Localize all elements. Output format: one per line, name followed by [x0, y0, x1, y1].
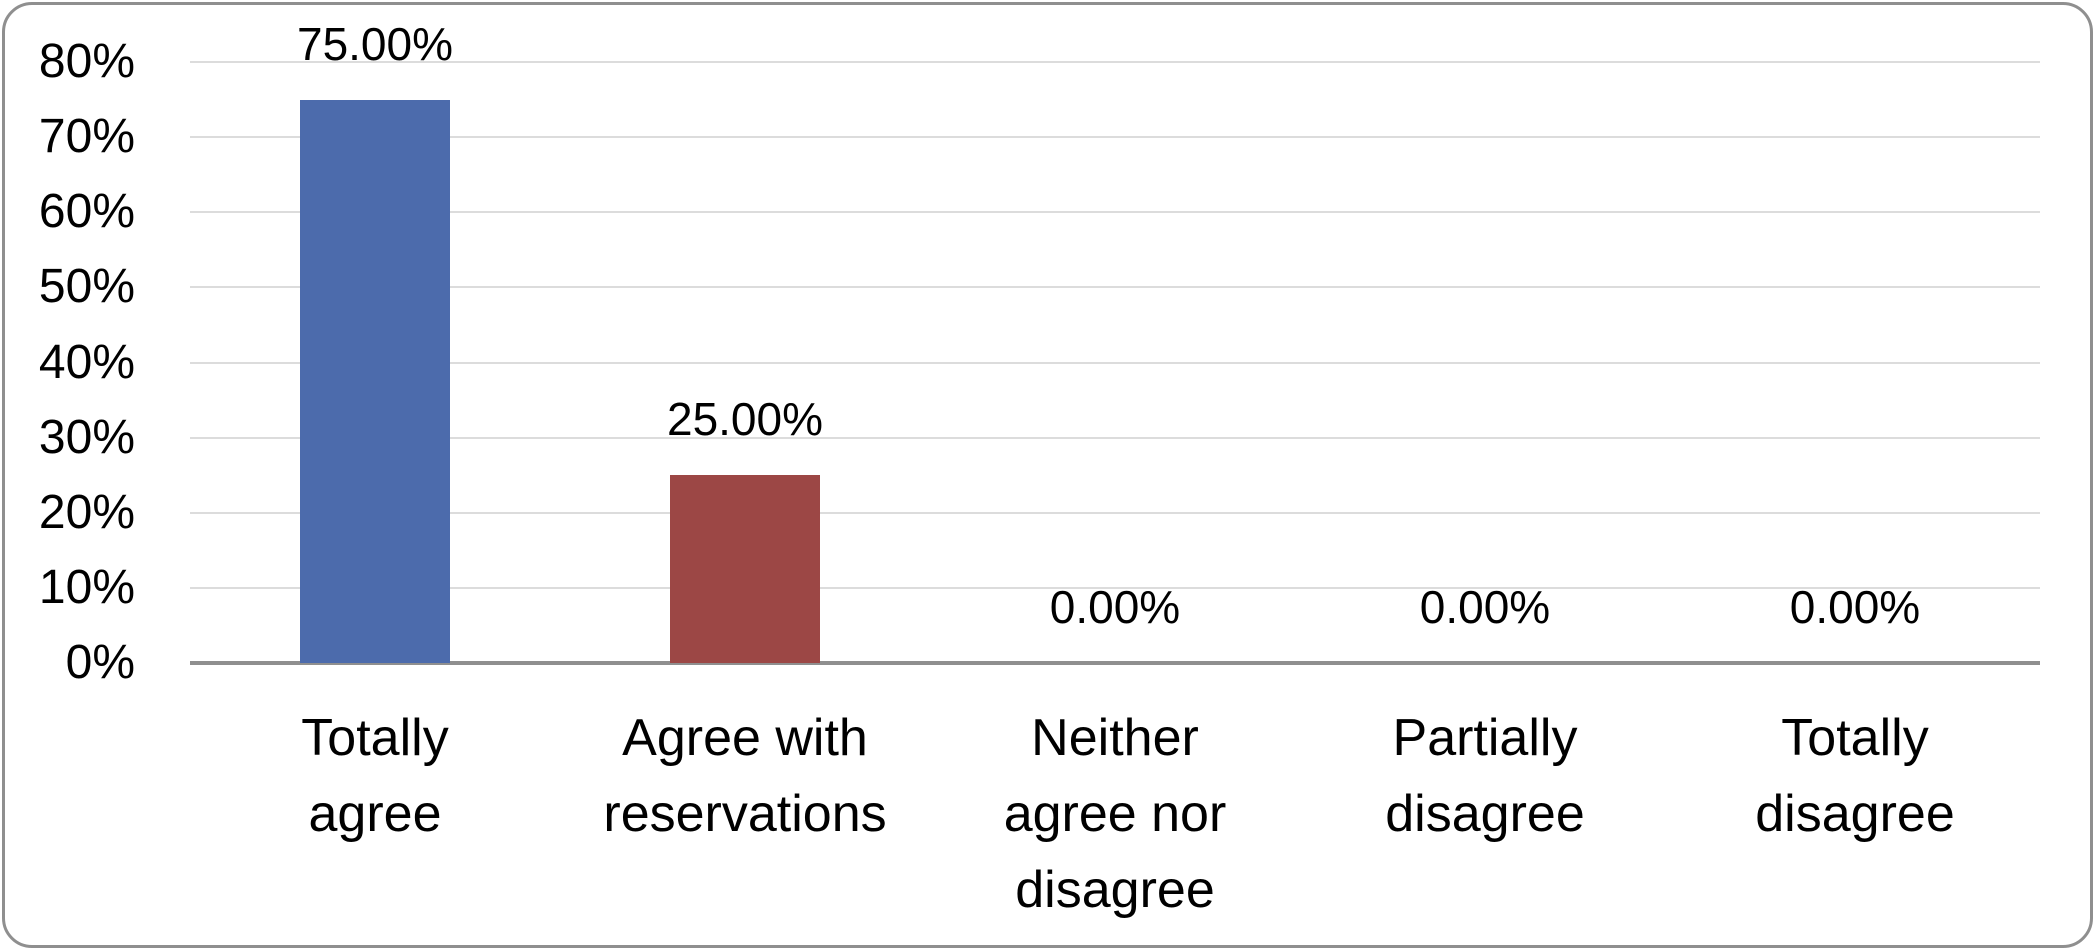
gridline-10: [190, 586, 2040, 589]
y-axis-tick-label-80: 80%: [38, 35, 135, 88]
x-axis-label-line: agree nor: [1003, 785, 1227, 843]
x-axis-label-line: Partially: [1392, 709, 1578, 767]
x-axis-label-totally-disagree: Totally disagree: [1675, 700, 2035, 852]
x-axis-label-agree-with-reservations: Agree with reservations: [565, 700, 925, 852]
data-label-partially-disagree: 0.00%: [1419, 581, 1551, 633]
gridline-50: [190, 286, 2040, 289]
y-axis-tick-label-70: 70%: [38, 110, 135, 164]
x-axis-label-line: Neither: [1031, 709, 1199, 767]
x-axis-label-line: Agree with: [622, 709, 868, 767]
x-axis-label-line: agree: [308, 785, 442, 843]
x-axis-label-line: disagree: [1755, 785, 1955, 843]
data-label-totally-agree: 75.00%: [296, 17, 453, 70]
y-axis-tick-label-10: 10%: [38, 560, 135, 614]
gridline-60: [190, 211, 2040, 214]
y-axis-tick-label-50: 50%: [38, 260, 135, 314]
gridline-70: [190, 136, 2040, 139]
y-axis-tick-label-40: 40%: [38, 335, 135, 389]
bar-totally-agree: [300, 99, 450, 663]
y-axis-tick-label-60: 60%: [38, 185, 135, 239]
bar-agree-with-reservations: [670, 475, 820, 663]
x-axis-line: [190, 661, 2040, 665]
x-axis-label-neither-agree-nor-disagree: Neither agree nor disagree: [935, 700, 1295, 928]
x-axis-label-line: reservations: [603, 785, 887, 843]
gridline-30: [190, 436, 2040, 439]
y-axis-tick-label-20: 20%: [38, 485, 135, 539]
data-label-agree-with-reservations: 25.00%: [666, 393, 823, 446]
data-label-neither-agree-nor-disagree: 0.00%: [1049, 581, 1181, 633]
gridline-20: [190, 511, 2040, 514]
x-axis-label-line: disagree: [1385, 785, 1585, 843]
y-axis-tick-label-0: 0%: [65, 636, 135, 689]
x-axis-label-line: disagree: [1015, 861, 1215, 919]
x-axis-label-line: Totally: [1781, 709, 1929, 767]
y-axis-tick-label-30: 30%: [38, 410, 135, 464]
x-axis-label-line: Totally: [301, 709, 449, 767]
x-axis-label-partially-disagree: Partially disagree: [1305, 700, 1665, 852]
gridline-80: [190, 61, 2040, 63]
data-label-totally-disagree: 0.00%: [1789, 581, 1921, 633]
x-axis-label-totally-agree: Totally agree: [195, 700, 555, 852]
gridline-40: [190, 361, 2040, 364]
